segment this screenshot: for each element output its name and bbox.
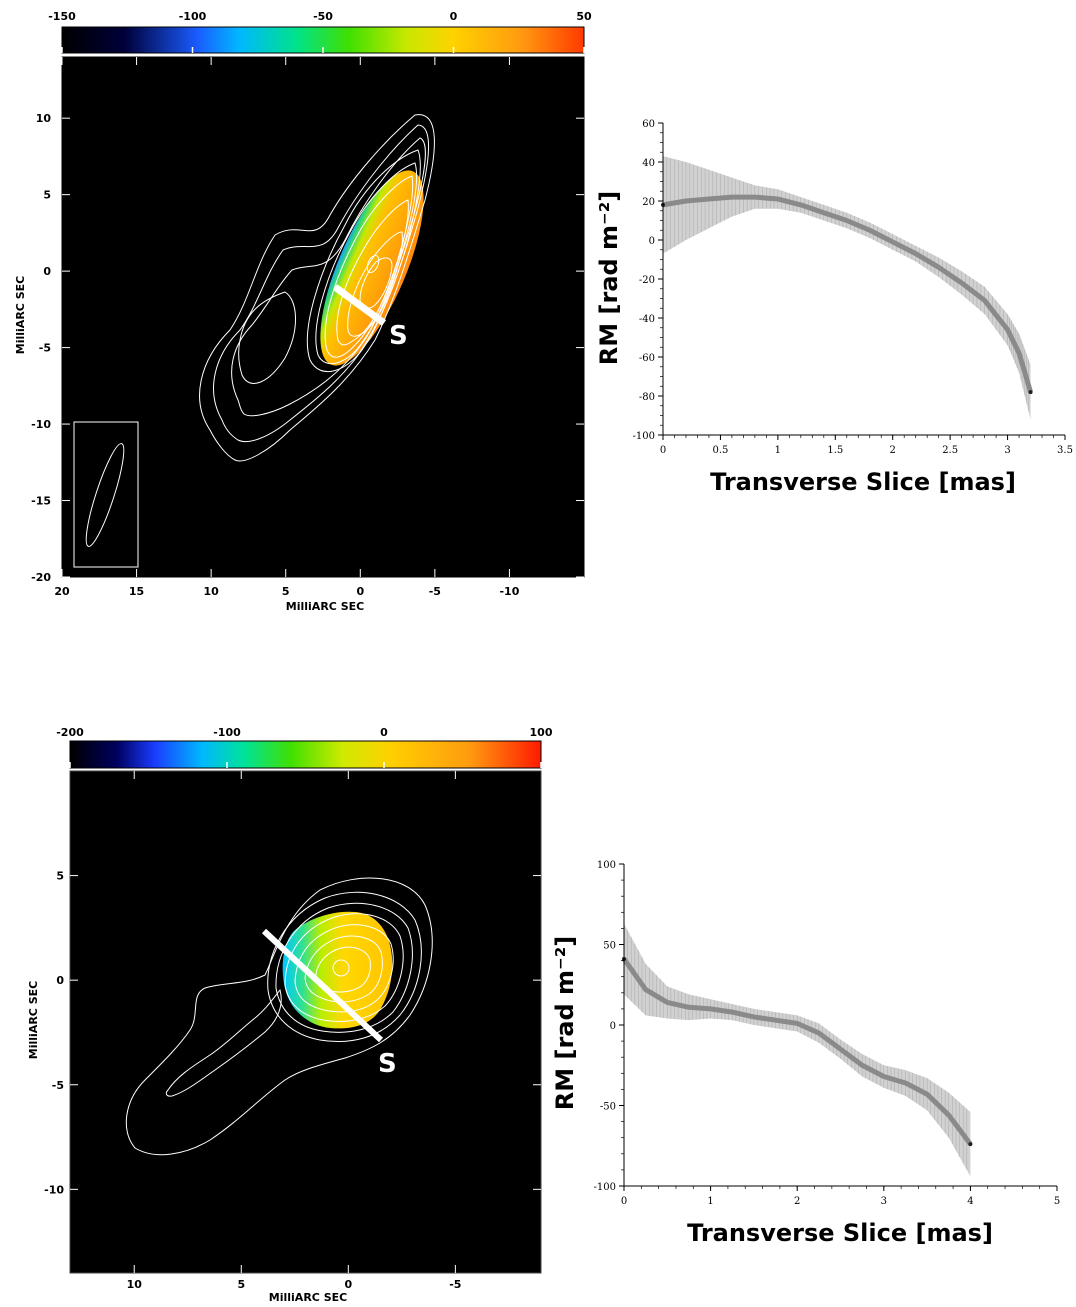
x-tick-label: 1.5 <box>827 445 843 456</box>
x-tick-label: 2.5 <box>942 445 958 456</box>
x-tick-label: -5 <box>429 585 441 598</box>
y-tick-label: 0 <box>43 265 51 278</box>
colorbar-tick-label: 100 <box>530 726 553 739</box>
map-c-ylabel: MilliARC SEC <box>27 981 40 1059</box>
x-tick-label: -10 <box>499 585 519 598</box>
map-panel-a: -150 -100 -50 0 50 <box>14 10 592 613</box>
y-tick-label: -100 <box>633 431 655 442</box>
x-tick-label: 10 <box>203 585 219 598</box>
y-tick-label: -50 <box>600 1102 616 1113</box>
rm-profile-b-plot: 0 0.5 1 1.5 2 2.5 3 3.5 60 40 20 0 -20 -40 -60 -80 -100 <box>633 119 1073 456</box>
colorbar-c-tick-marks <box>69 762 542 768</box>
map-c-xlabel: MilliARC SEC <box>269 1291 347 1304</box>
y-tick-label: 0 <box>610 1021 616 1032</box>
y-tick-label: -20 <box>639 275 655 286</box>
rm-profile-d-xlabel: Transverse Slice [mas] <box>687 1219 993 1247</box>
y-tick-label: -10 <box>44 1183 64 1196</box>
colorbar-c-tick-labels: -200 -100 0 100 <box>56 726 553 739</box>
colorbar-c <box>69 740 542 769</box>
y-tick-label: 0 <box>649 236 655 247</box>
colorbar-tick-label: -150 <box>48 10 76 23</box>
rm-profile-d-ylabel: RM [rad m⁻²] <box>551 936 579 1110</box>
x-tick-label: 0 <box>660 445 666 456</box>
x-tick-label: 15 <box>129 585 144 598</box>
x-tick-label: 5 <box>1054 1196 1060 1207</box>
colorbar-tick-label: -200 <box>56 726 84 739</box>
x-tick-label: -5 <box>449 1278 461 1291</box>
rm-profile-b-xlabel: Transverse Slice [mas] <box>710 468 1016 496</box>
y-tick-label: -5 <box>39 342 51 355</box>
rm-profile-d-plot: 0 1 2 3 4 5 100 50 0 -50 -100 <box>594 860 1061 1207</box>
x-tick-label: 3 <box>881 1196 887 1207</box>
x-tick-label: 4 <box>967 1196 973 1207</box>
slice-label-a: S <box>389 321 408 351</box>
rm-series-line <box>662 194 1033 393</box>
colorbar-a-tick-labels: -150 -100 -50 0 50 <box>48 10 592 23</box>
slice-label-c: S <box>378 1049 397 1079</box>
x-tick-label: 0 <box>621 1196 627 1207</box>
colorbar-tick-label: 50 <box>576 10 592 23</box>
y-tick-label: 5 <box>43 189 51 202</box>
y-tick-label: -80 <box>639 392 655 403</box>
y-tick-label: -60 <box>639 353 655 364</box>
x-tick-label: 3 <box>1004 445 1010 456</box>
rm-region-a <box>320 170 424 366</box>
y-tick-label: 40 <box>642 158 655 169</box>
x-tick-label: 0.5 <box>712 445 728 456</box>
rm-region-c <box>282 911 393 1029</box>
rm-profile-panel-d: 0 1 2 3 4 5 100 50 0 -50 -100 Transverse Slice [ma… <box>551 860 1060 1247</box>
x-tick-label: 1 <box>707 1196 713 1207</box>
y-tick-label: 100 <box>597 860 616 871</box>
y-tick-label: -5 <box>52 1079 64 1092</box>
y-tick-label: 0 <box>56 974 64 987</box>
x-tick-label: 5 <box>282 585 290 598</box>
y-tick-label: -15 <box>31 495 51 508</box>
map-c-axis-ticks: 10 5 0 -5 5 0 -5 -10 <box>44 771 541 1291</box>
beam-box-a <box>73 421 139 568</box>
colorbar-tick-label: -100 <box>213 726 241 739</box>
data-point <box>1028 390 1033 395</box>
map-a-axis-ticks: 20 15 10 5 0 -5 -10 10 5 0 -5 -10 -15 -20 <box>31 57 584 598</box>
x-tick-label: 5 <box>237 1278 245 1291</box>
map-panel-c: -200 -100 0 100 S 10 5 0 -5 5 0 -5 -10 MilliARC SE… <box>27 726 553 1304</box>
y-tick-label: 5 <box>56 870 64 883</box>
y-tick-label: -40 <box>639 314 655 325</box>
x-tick-label: 1 <box>775 445 781 456</box>
error-band <box>624 923 971 1177</box>
x-tick-label: 0 <box>356 585 364 598</box>
y-tick-label: 60 <box>642 119 655 130</box>
y-tick-label: 10 <box>36 112 52 125</box>
error-band <box>663 156 1031 420</box>
x-tick-label: 20 <box>54 585 70 598</box>
slice-line-a <box>332 284 387 326</box>
x-tick-label: 3.5 <box>1057 445 1073 456</box>
x-tick-label: 2 <box>890 445 896 456</box>
colorbar-tick-label: -100 <box>179 10 207 23</box>
colorbar-a-tick-marks <box>61 47 585 53</box>
contours-c <box>125 877 433 1156</box>
data-point <box>968 1142 973 1147</box>
rm-series-line <box>621 957 973 1146</box>
colorbar-tick-label: 0 <box>380 726 388 739</box>
x-tick-label: 10 <box>127 1278 143 1291</box>
map-c-frame <box>69 770 542 1274</box>
y-tick-label: 20 <box>642 197 655 208</box>
colorbar-tick-label: 0 <box>450 10 458 23</box>
map-a-xlabel: MilliARC SEC <box>286 600 364 613</box>
slice-line-c <box>261 928 384 1043</box>
colorbar-tick-label: -50 <box>313 10 333 23</box>
x-tick-label: 0 <box>344 1278 352 1291</box>
x-tick-label: 2 <box>794 1196 800 1207</box>
y-tick-label: -10 <box>31 418 51 431</box>
y-tick-label: -20 <box>31 571 51 584</box>
map-a-ylabel: MilliARC SEC <box>14 276 27 354</box>
rm-profile-b-ylabel: RM [rad m⁻²] <box>595 191 623 365</box>
rm-profile-panel-b: 0 0.5 1 1.5 2 2.5 3 3.56040200-20-40-60-80-100 … <box>595 119 1073 496</box>
y-tick-label: 50 <box>603 941 616 952</box>
y-tick-label: -100 <box>594 1182 616 1193</box>
